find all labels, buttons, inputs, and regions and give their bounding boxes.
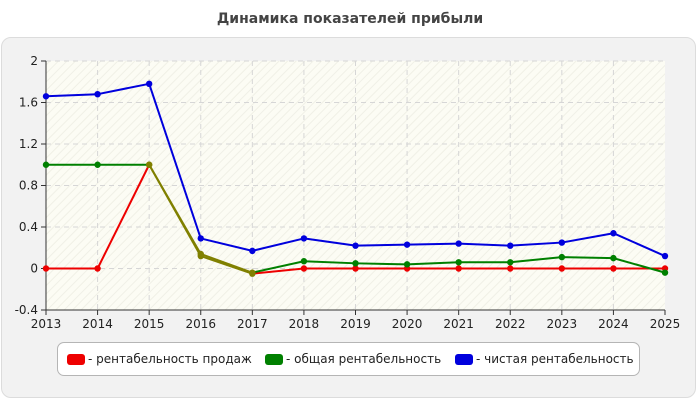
series-1-segment: [199, 252, 254, 274]
y-tick-label: 1.2: [19, 137, 38, 151]
series-1-segment: [302, 260, 357, 265]
x-tick-label: 2024: [598, 317, 629, 331]
legend-swatch-net: [455, 353, 473, 365]
series-2-point: [94, 91, 101, 98]
x-tick-label: 2023: [547, 317, 578, 331]
series-0-segment: [96, 163, 151, 270]
series-2-segment: [199, 237, 254, 252]
series-1-point: [352, 260, 359, 267]
series-2-point: [507, 242, 514, 249]
series-0-point: [507, 265, 514, 272]
series-2-segment: [148, 82, 202, 240]
series-0-point: [94, 265, 101, 272]
x-tick-label: 2017: [237, 317, 268, 331]
series-2-point: [455, 240, 462, 247]
series-1-point: [610, 254, 617, 262]
x-tick-label: 2018: [289, 317, 320, 331]
series-2-point: [42, 93, 50, 100]
series-0-point: [352, 265, 359, 272]
series-1-segment: [251, 260, 305, 274]
x-tick-label: 2014: [82, 317, 113, 331]
series-2-segment: [509, 241, 563, 247]
series-1-point: [558, 253, 566, 261]
legend-item-net[interactable]: - чистая рентабельность: [455, 343, 634, 375]
chart-title: Динамика показателей прибыли: [216, 11, 484, 27]
series-2: [42, 80, 669, 260]
series-2-segment: [560, 232, 615, 244]
series-1-point: [507, 259, 514, 266]
series-2-point: [403, 241, 411, 248]
x-tick-label: 2020: [392, 317, 423, 331]
series-2-segment: [251, 237, 305, 252]
series-1-point: [403, 261, 411, 268]
series-1-point: [145, 161, 153, 168]
y-tick-label: -0.4: [15, 303, 38, 317]
series-1-point: [42, 161, 50, 168]
series-2-point: [145, 80, 153, 88]
series-2-segment: [612, 232, 666, 258]
series-1-segment: [406, 261, 460, 266]
series-2-segment: [302, 237, 357, 247]
legend-item-sales[interactable]: - рентабельность продаж: [67, 343, 252, 375]
series-2-segment: [96, 82, 151, 96]
series-0-segment: [251, 267, 305, 275]
y-tick-label: 2: [30, 54, 38, 68]
legend-label-total: - общая рентабельность: [286, 352, 442, 366]
series-0-segment: [199, 255, 254, 275]
series-1-point: [300, 258, 308, 265]
x-tick-label: 2013: [31, 317, 62, 331]
series-0-point: [558, 265, 566, 272]
legend-swatch-sales: [67, 353, 85, 365]
y-tick-label: 0: [30, 262, 38, 276]
series-0-point: [300, 265, 308, 272]
series-1-point: [249, 269, 256, 276]
y-tick-label: 0.4: [19, 220, 38, 234]
series-2-point: [300, 235, 308, 242]
series-1-point: [661, 269, 669, 276]
series-0-point: [610, 265, 617, 272]
x-tick-label: 2021: [443, 317, 474, 331]
series-0-point: [455, 265, 462, 272]
series-1-segment: [612, 257, 666, 274]
series-2-segment: [45, 93, 99, 98]
legend-label-net: - чистая рентабельность: [476, 352, 634, 366]
series-2-segment: [354, 243, 409, 247]
series-2-segment: [457, 242, 512, 247]
series-1-segment: [560, 256, 615, 260]
series-2-segment: [406, 242, 460, 246]
x-tick-label: 2022: [495, 317, 526, 331]
y-tick-label: 1.6: [19, 96, 38, 110]
series-2-point: [610, 230, 617, 237]
series-2-point: [249, 247, 256, 255]
x-tick-label: 2015: [134, 317, 165, 331]
x-tick-label: 2025: [650, 317, 681, 331]
series-2-point: [661, 252, 669, 260]
y-tick-label: 0.8: [19, 179, 38, 193]
axes: -0.4 0 0.4 0.8 1.2 1.6 2 2013 2014 2015 2016 2017 20…: [15, 54, 681, 331]
legend: - рентабельность продаж - общая рентабел…: [57, 342, 640, 376]
series-2-point: [558, 239, 566, 246]
series: [42, 80, 669, 277]
legend-swatch-total: [265, 353, 283, 365]
series-1-segment: [354, 262, 409, 266]
series-1-point: [455, 259, 462, 266]
series-1-segment: [509, 256, 563, 264]
series-1-point: [94, 161, 101, 168]
series-2-point: [197, 235, 204, 242]
legend-item-total[interactable]: - общая рентабельность: [265, 343, 441, 375]
x-tick-label: 2016: [185, 317, 216, 331]
series-1-segment: [148, 163, 202, 255]
series-1: [42, 161, 669, 276]
series-2-point: [352, 242, 359, 249]
series-1-point: [197, 250, 204, 258]
x-tick-label: 2019: [340, 317, 371, 331]
series-0-point: [42, 265, 50, 272]
legend-label-sales: - рентабельность продаж: [88, 352, 252, 366]
